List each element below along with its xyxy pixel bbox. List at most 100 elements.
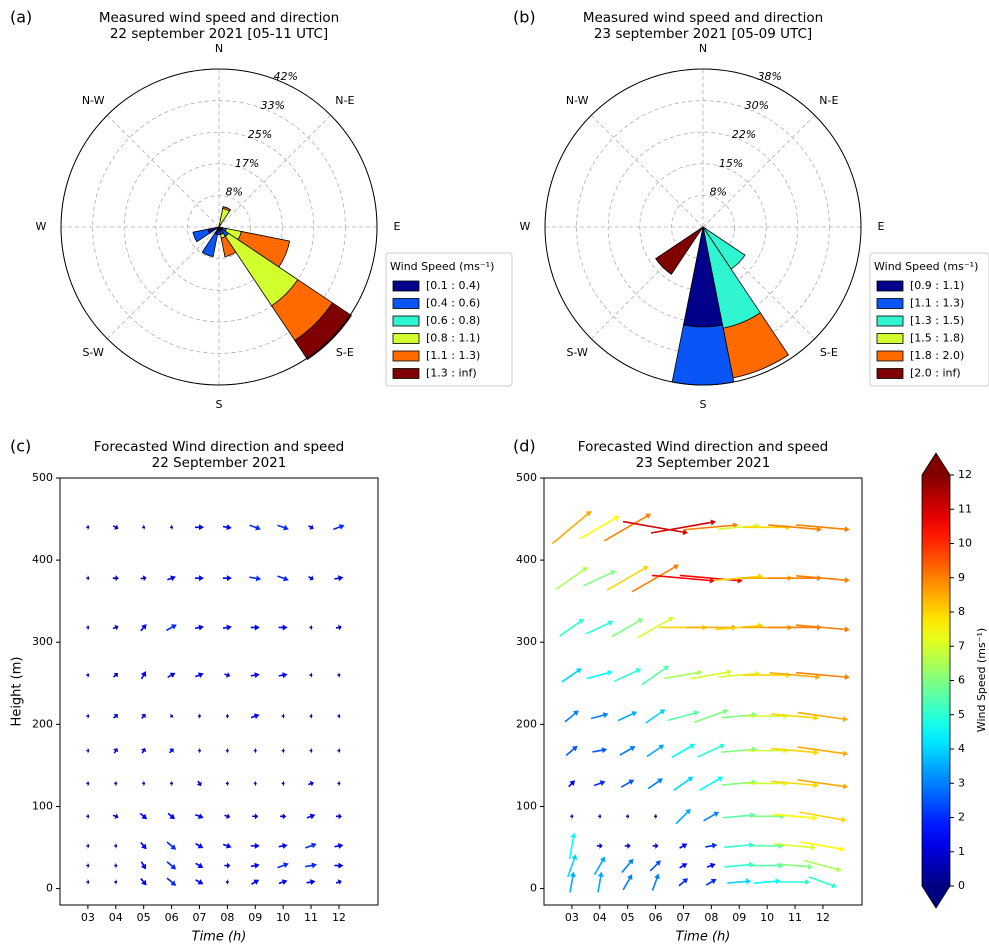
wind-arrow bbox=[631, 564, 679, 593]
y-tick-label: 300 bbox=[32, 635, 53, 648]
wind-arrow bbox=[114, 780, 118, 787]
direction-label: N-E bbox=[819, 94, 838, 107]
wind-arrow bbox=[194, 672, 204, 679]
y-tick-label: 400 bbox=[32, 553, 53, 566]
wind-arrow bbox=[596, 842, 603, 849]
spoke bbox=[106, 226, 220, 340]
x-tick-label: 07 bbox=[676, 911, 690, 924]
x-tick-label: 06 bbox=[165, 911, 179, 924]
wind-arrow bbox=[86, 842, 90, 849]
wind-arrow bbox=[308, 524, 314, 530]
wind-arrow bbox=[195, 879, 204, 885]
y-tick-label: 0 bbox=[530, 882, 537, 895]
wind-arrow bbox=[305, 842, 317, 849]
direction-label: S bbox=[216, 398, 223, 411]
wind-arrow bbox=[335, 813, 342, 820]
wind-arrow bbox=[86, 780, 90, 787]
wind-arrow bbox=[167, 575, 176, 582]
radial-tick-label: 15% bbox=[719, 157, 743, 170]
wind-arrow bbox=[194, 575, 204, 582]
plot-frame bbox=[543, 477, 863, 906]
wind-arrow bbox=[636, 616, 674, 639]
colorbar-tick-label: 11 bbox=[958, 502, 972, 515]
wind-arrow bbox=[278, 843, 288, 849]
y-tick-label: 400 bbox=[516, 553, 537, 566]
wind-arrow bbox=[169, 713, 174, 719]
wind-arrow bbox=[743, 524, 792, 531]
wind-arrow bbox=[617, 711, 638, 722]
wind-arrow bbox=[619, 746, 636, 756]
wind-arrow bbox=[140, 861, 147, 870]
chart-title: Forecasted Wind direction and speed bbox=[578, 439, 828, 455]
x-tick-label: 08 bbox=[220, 911, 234, 924]
legend-label: [0.1 : 0.4) bbox=[426, 279, 480, 292]
wind-arrow bbox=[727, 878, 752, 885]
direction-label: S-W bbox=[566, 346, 588, 359]
wind-arrow bbox=[741, 575, 793, 582]
wind-arrow bbox=[86, 713, 90, 720]
wind-arrow bbox=[225, 780, 229, 787]
wind-arrow bbox=[307, 780, 314, 787]
wind-arrow bbox=[569, 871, 576, 893]
wind-arrow bbox=[651, 873, 660, 891]
wind-arrow bbox=[142, 780, 146, 787]
wind-arrow bbox=[197, 713, 201, 720]
wind-arrow bbox=[140, 878, 147, 886]
wind-arrow bbox=[620, 779, 635, 788]
wind-arrow bbox=[281, 713, 285, 720]
wind-arrow bbox=[797, 746, 849, 757]
wind-arrow bbox=[250, 879, 260, 885]
wind-arrow bbox=[626, 813, 630, 820]
chart-title: Measured wind speed and direction bbox=[583, 10, 823, 26]
wind-arrow bbox=[568, 832, 577, 860]
panel-label: (b) bbox=[513, 8, 536, 27]
chart-subtitle: 22 september 2021 [05-11 UTC] bbox=[110, 26, 328, 42]
wind-arrow bbox=[86, 862, 90, 869]
x-tick-label: 04 bbox=[593, 911, 607, 924]
wind-arrow bbox=[277, 524, 289, 531]
wind-arrow bbox=[795, 575, 850, 584]
wind-arrow bbox=[225, 879, 229, 886]
wind-arrow bbox=[306, 813, 316, 820]
wind-arrow bbox=[112, 813, 119, 820]
chart-subtitle: 23 september 2021 [05-09 UTC] bbox=[594, 26, 812, 42]
wind-arrow bbox=[771, 780, 819, 789]
direction-label: N-W bbox=[566, 94, 589, 107]
plot-frame bbox=[59, 477, 379, 906]
wind-arrow bbox=[795, 624, 850, 633]
x-tick-label: 12 bbox=[332, 911, 346, 924]
wind-arrow bbox=[721, 779, 758, 786]
x-tick-label: 10 bbox=[276, 911, 290, 924]
colorbar-tick-label: 2 bbox=[958, 811, 965, 824]
x-tick-label: 07 bbox=[192, 911, 206, 924]
x-tick-label: 05 bbox=[621, 911, 635, 924]
legend-swatch bbox=[392, 333, 420, 344]
wind-arrow bbox=[86, 672, 90, 679]
y-tick-label: 200 bbox=[516, 717, 537, 730]
wind-arrow bbox=[567, 854, 578, 878]
wind-arrow bbox=[86, 879, 90, 886]
wind-arrow bbox=[114, 842, 118, 849]
wind-arrow bbox=[645, 709, 666, 724]
wind-arrow bbox=[165, 624, 177, 632]
x-tick-label: 12 bbox=[816, 911, 830, 924]
wind-arrow bbox=[777, 863, 813, 870]
wind-arrow bbox=[724, 842, 755, 848]
wind-arrow bbox=[222, 624, 232, 631]
wind-arrow bbox=[622, 874, 633, 891]
y-tick-label: 100 bbox=[516, 799, 537, 812]
x-axis-label: Time (h) bbox=[192, 930, 247, 945]
colorbar-tick-label: 4 bbox=[958, 742, 965, 755]
y-axis-label: Height (m) bbox=[10, 657, 25, 727]
wind-arrow bbox=[194, 624, 204, 631]
radial-tick-label: 22% bbox=[732, 128, 756, 141]
x-tick-label: 03 bbox=[81, 911, 95, 924]
wind-arrow bbox=[224, 862, 231, 869]
wind-arrow bbox=[280, 813, 287, 820]
wind-arrow bbox=[308, 575, 314, 581]
direction-label: S-E bbox=[336, 346, 354, 359]
wind-arrow bbox=[774, 843, 816, 851]
wind-arrow bbox=[703, 811, 720, 822]
wind-arrow bbox=[197, 747, 201, 754]
wind-arrow bbox=[194, 813, 204, 819]
